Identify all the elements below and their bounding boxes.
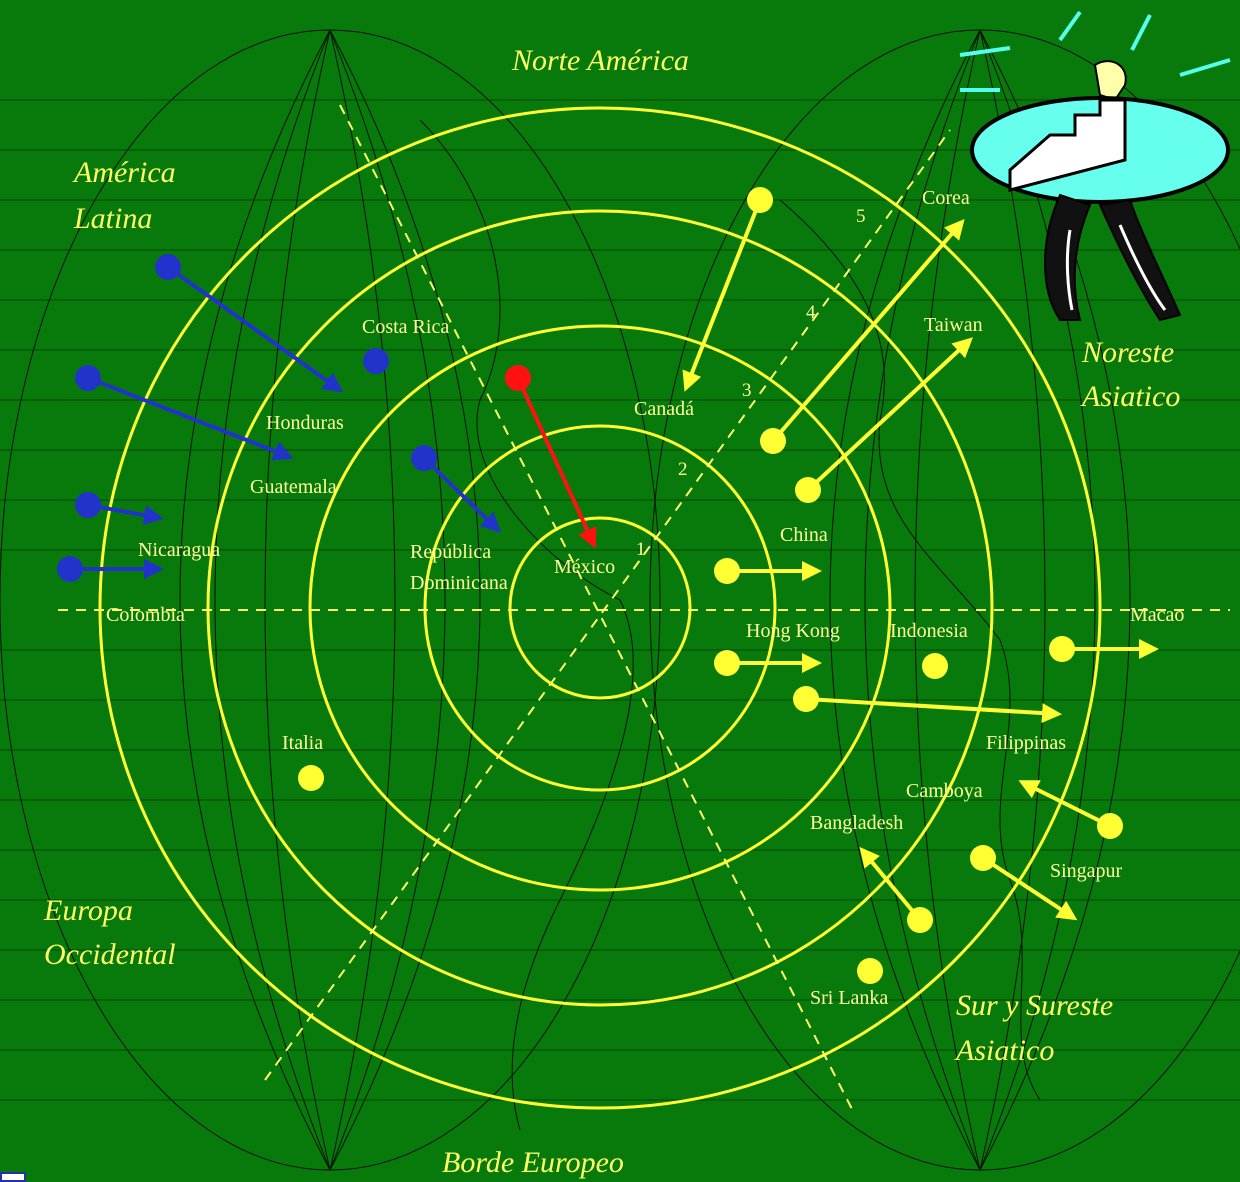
- arrow-canada: [682, 199, 762, 392]
- label-honduras: Honduras: [266, 412, 344, 434]
- dot-italia: [298, 765, 324, 791]
- dot-honduras: [155, 254, 181, 280]
- dot-costa-rica: [363, 348, 389, 374]
- region-european-border: Borde Europeo: [442, 1146, 624, 1179]
- dashed-axes: [58, 104, 1230, 1116]
- ring-number-1: 1: [636, 539, 646, 560]
- region-labels: Norte América América Latina Noreste Asi…: [43, 44, 1180, 1179]
- region-south-asia-line2: Asiatico: [954, 1034, 1054, 1067]
- ring-4: [206, 209, 994, 1007]
- label-guatemala: Guatemala: [250, 476, 337, 498]
- label-canada: Canadá: [634, 398, 694, 420]
- dot-indonesia: [922, 653, 948, 679]
- asia-arrows: [298, 187, 1159, 984]
- label-sri-lanka: Sri Lanka: [810, 987, 888, 1009]
- dot-sri-lanka: [857, 958, 883, 984]
- region-latin-america-line1: América: [72, 156, 176, 189]
- dot-mexico: [505, 365, 531, 391]
- world-map-grid: [0, 29, 1240, 1171]
- ring-numbers: 1 2 3 4 5: [636, 206, 866, 560]
- arrow-filipinas: [805, 697, 1062, 724]
- region-south-asia-line1: Sur y Sureste: [956, 989, 1113, 1022]
- ring-number-3: 3: [742, 380, 752, 401]
- latam-arrows: [57, 254, 501, 582]
- concentric-rings: [98, 106, 1102, 1110]
- label-macao: Macao: [1130, 604, 1184, 626]
- arrow-taiwan: [806, 337, 973, 492]
- country-labels: México Costa Rica Honduras Guatemala Nic…: [106, 187, 1184, 1009]
- slide-corner-marker: [0, 1172, 26, 1182]
- dot-guatemala: [75, 365, 101, 391]
- region-western-europe-line1: Europa: [43, 894, 133, 927]
- label-taiwan: Taiwan: [924, 314, 983, 336]
- label-nicaragua: Nicaragua: [138, 539, 220, 561]
- label-costa-rica: Costa Rica: [362, 316, 449, 338]
- dot-nicaragua: [75, 492, 101, 518]
- label-indonesia: Indonesia: [890, 620, 968, 642]
- label-dominicana-line2: Dominicana: [410, 572, 508, 594]
- region-western-europe-line2: Occidental: [44, 938, 176, 971]
- mexico-arrow: [505, 365, 597, 549]
- label-dominicana-line1: República: [410, 541, 491, 563]
- label-camboya: Camboya: [906, 780, 983, 802]
- arrow-corea: [771, 218, 965, 443]
- label-hong-kong: Hong Kong: [746, 620, 840, 642]
- diagonal-axis-a: [339, 104, 856, 1116]
- arrow-guatemala: [87, 376, 294, 461]
- label-mexico: México: [554, 556, 615, 578]
- ring-1: [508, 516, 692, 700]
- ring-number-5: 5: [856, 206, 866, 227]
- label-italia: Italia: [282, 732, 323, 754]
- label-corea: Corea: [922, 187, 970, 209]
- region-north-america: Norte América: [511, 44, 689, 77]
- ring-number-2: 2: [678, 459, 688, 480]
- label-colombia: Colombia: [106, 604, 185, 626]
- ring-5: [98, 106, 1102, 1110]
- arrow-bangladesh: [859, 846, 922, 922]
- ring-number-4: 4: [806, 302, 816, 323]
- label-bangladesh: Bangladesh: [810, 812, 903, 834]
- arrow-singapur: [981, 856, 1078, 921]
- arrow-honduras: [166, 265, 344, 393]
- figure-with-stairs-icon: [959, 10, 1231, 322]
- label-singapur: Singapur: [1050, 860, 1123, 882]
- label-filipinas: Filippinas: [986, 732, 1066, 754]
- dot-colombia: [57, 556, 83, 582]
- arrow-camboya: [1018, 780, 1111, 828]
- arrow-dominicana: [422, 456, 501, 533]
- diagonal-axis-b: [264, 129, 951, 1081]
- region-northeast-asia-line2: Asiatico: [1080, 380, 1180, 413]
- ring-2: [423, 424, 777, 792]
- dot-dominicana: [411, 445, 437, 471]
- ring-3: [308, 324, 892, 892]
- label-china: China: [780, 524, 828, 546]
- region-northeast-asia-line1: Noreste: [1081, 336, 1174, 369]
- region-latin-america-line2: Latina: [73, 202, 152, 235]
